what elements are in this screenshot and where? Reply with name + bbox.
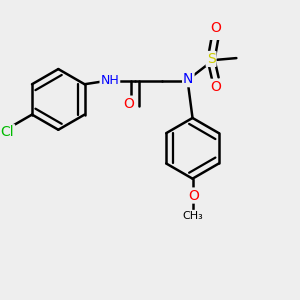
Text: O: O xyxy=(188,188,199,203)
Text: O: O xyxy=(210,21,221,35)
Text: NH: NH xyxy=(100,74,119,86)
Text: CH₃: CH₃ xyxy=(182,211,203,221)
Text: O: O xyxy=(210,80,221,94)
Text: N: N xyxy=(183,72,194,86)
Text: Cl: Cl xyxy=(1,125,14,139)
Text: S: S xyxy=(207,52,215,66)
Text: O: O xyxy=(123,97,134,111)
